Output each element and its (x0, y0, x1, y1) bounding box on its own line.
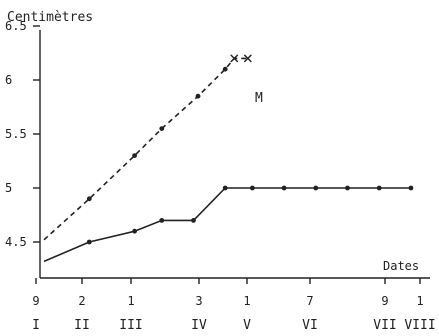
series-point (313, 186, 318, 191)
x-tick-month-label: II (74, 318, 90, 333)
x-tick-day-label: 1 (127, 294, 134, 308)
x-axis-label: Dates (383, 259, 419, 273)
series-point (191, 218, 196, 223)
x-ticks: 9 I 2 II 1 III 3 IV 1 V 7 VI 9 VII 1 VIII (32, 278, 436, 333)
series-points (87, 55, 413, 245)
x-tick-day-label: 1 (243, 294, 250, 308)
series-point (409, 186, 414, 191)
annotation-m: M (255, 91, 263, 106)
series-point (345, 186, 350, 191)
series-point (223, 67, 228, 72)
x-tick-month-label: I (32, 318, 40, 333)
x-tick-month-label: VI (302, 318, 318, 333)
x-tick-month-label: V (243, 318, 251, 333)
series-point (159, 218, 164, 223)
series-point (282, 186, 287, 191)
y-ticks: 76.565.554.5 (5, 0, 40, 249)
series-point (250, 186, 255, 191)
series-point (132, 153, 137, 158)
x-tick-day-label: 2 (78, 294, 85, 308)
series-lines (44, 58, 411, 261)
y-tick-label: 5 (5, 181, 12, 195)
series-point (132, 229, 137, 234)
y-tick-label: 6 (5, 73, 12, 87)
x-tick-day-label: 7 (306, 294, 313, 308)
x-tick-day-label: 9 (381, 294, 388, 308)
y-tick-label: 5.5 (5, 127, 27, 141)
series-point (87, 196, 92, 201)
series-point (223, 186, 228, 191)
x-tick-month-label: VII (373, 318, 396, 333)
x-tick-day-label: 3 (195, 294, 202, 308)
y-tick-label: 4.5 (5, 235, 27, 249)
series-point (377, 186, 382, 191)
series-point (159, 126, 164, 131)
x-tick-month-label: VIII (404, 318, 435, 333)
x-tick-day-label: 9 (32, 294, 39, 308)
y-axis-label: Centimètres (7, 10, 93, 25)
series-line-1 (44, 188, 411, 261)
x-tick-month-label: III (119, 318, 142, 333)
x-tick-day-label: 1 (416, 294, 423, 308)
x-tick-month-label: IV (191, 318, 207, 333)
series-point (196, 94, 201, 99)
series-line-0 (44, 58, 248, 239)
series-point (87, 240, 92, 245)
